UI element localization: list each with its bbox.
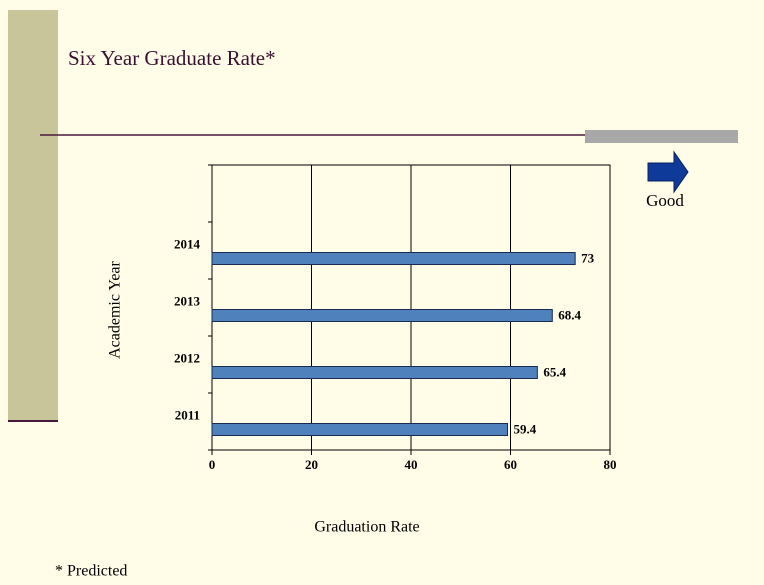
x-tick-label: 20 [305,457,318,472]
bar [211,366,538,379]
good-arrow [647,150,689,194]
x-axis-label: Graduation Rate [314,519,419,536]
x-tick-label: 80 [604,457,617,472]
x-tick-label: 60 [504,457,517,472]
value-label: 73 [581,250,595,265]
y-axis-label: Academic Year [107,260,124,358]
grey-bar [585,130,738,143]
value-label: 59.4 [514,421,537,436]
x-tick-label: 0 [209,457,216,472]
y-tick-label: 2013 [174,293,201,308]
side-band [8,10,58,420]
bar [211,423,509,436]
value-label: 68.4 [558,307,581,322]
y-tick-label: 2011 [175,407,200,422]
y-tick-label: 2014 [174,236,201,251]
bar [211,252,576,265]
footnote: * Predicted [55,563,127,580]
y-tick-label: 2012 [174,350,200,365]
x-tick-label: 40 [405,457,418,472]
value-label: 65.4 [543,364,566,379]
slide-title: Six Year Graduate Rate* [68,46,276,70]
bar [211,309,553,322]
good-label: Good [646,191,684,210]
